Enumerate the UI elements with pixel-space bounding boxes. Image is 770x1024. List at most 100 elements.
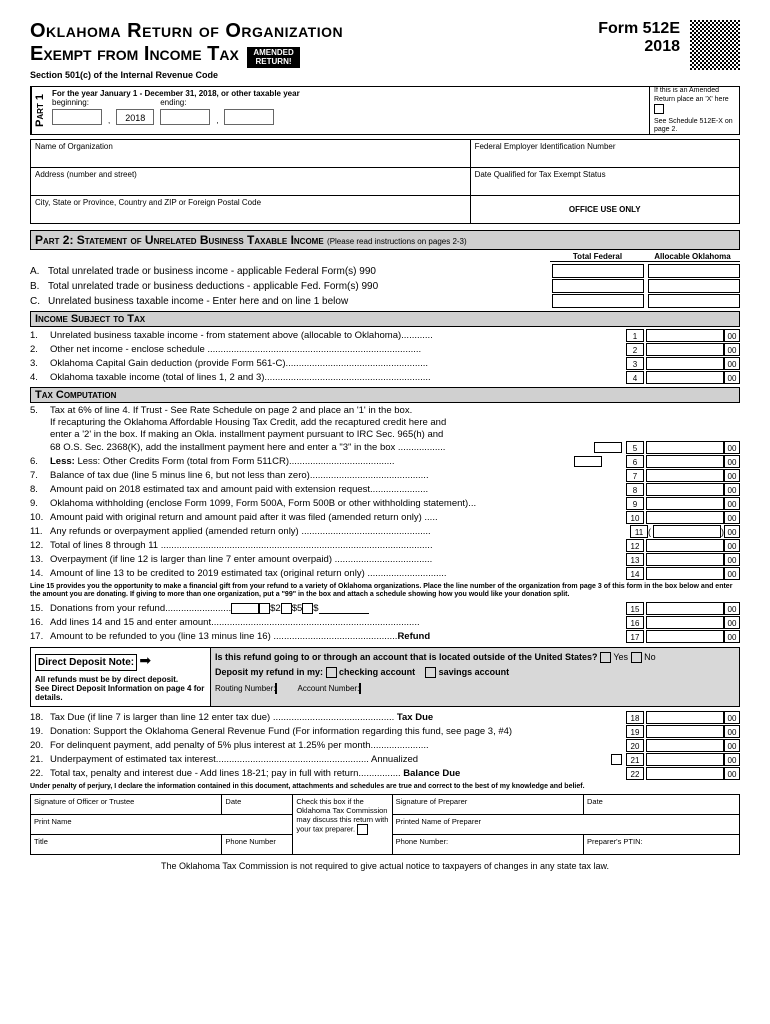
tax-computation-header: Tax Computation [30,387,740,403]
line-1-val[interactable] [646,329,724,342]
line-a: Total unrelated trade or business income… [48,266,552,277]
line-10-val[interactable] [646,511,724,524]
line-5-val[interactable] [646,441,724,454]
line-15-val[interactable] [646,602,724,615]
account-label: Account Number: [297,684,359,693]
line-14-val[interactable] [646,567,724,580]
office-use: OFFICE USE ONLY [470,196,739,224]
date-qualified-field[interactable]: Date Qualified for Tax Exempt Status [470,168,739,196]
routing-input[interactable] [275,683,277,694]
line-19-val[interactable] [646,725,724,738]
deposit-in: Deposit my refund in my: [215,667,323,677]
sig-preparer[interactable]: Signature of Preparer [392,795,583,815]
line-17-val[interactable] [646,630,724,643]
b-ok[interactable] [648,279,740,293]
signature-table: Signature of Officer or Trustee Date Che… [30,794,740,855]
line-7: Balance of tax due (line 5 minus line 6,… [50,470,622,481]
line-5b: If recapturing the Oklahoma Affordable H… [50,417,740,428]
yes-check[interactable] [600,652,611,663]
line-12: Total of lines 8 through 11 ............… [50,540,622,551]
checking-check[interactable] [326,667,337,678]
line-22-val[interactable] [646,767,724,780]
info-table: Name of OrganizationFederal Employer Ide… [30,139,740,224]
city-field[interactable]: City, State or Province, Country and ZIP… [31,196,471,224]
line-4: Oklahoma taxable income (total of lines … [50,372,622,383]
line-18: Tax Due (if line 7 is larger than line 1… [50,712,394,723]
account-input[interactable] [359,683,361,694]
b-fed[interactable] [552,279,644,293]
line-16-val[interactable] [646,616,724,629]
savings-check[interactable] [425,667,436,678]
line-21: Underpayment of estimated tax interest..… [50,754,611,765]
sig-phone[interactable]: Phone Number [222,835,293,855]
deposit-title: Direct Deposit Note: [35,654,137,671]
form-title-2: Exempt from Income Tax [30,43,239,66]
line-7-val[interactable] [646,469,724,482]
line-8-val[interactable] [646,483,724,496]
address-field[interactable]: Address (number and street) [31,168,471,196]
line-6-code[interactable] [574,456,602,467]
line-1: Unrelated business taxable income - from… [50,330,622,341]
line-2: Other net income - enclose schedule ....… [50,344,622,355]
discuss-check[interactable] [357,824,368,835]
line-5a: Tax at 6% of line 4. If Trust - See Rate… [50,405,740,416]
org-name-field[interactable]: Name of Organization [31,140,471,168]
line-6: Less: Other Credits Form (total from For… [77,456,394,467]
deposit-q: Is this refund going to or through an ac… [215,652,598,662]
c-fed[interactable] [552,294,644,308]
income-subject-header: Income Subject to Tax [30,311,740,327]
line-19: Donation: Support the Oklahoma General R… [50,726,622,737]
sig-officer[interactable]: Signature of Officer or Trustee [31,795,222,815]
line-5-code[interactable] [594,442,622,453]
a-fed[interactable] [552,264,644,278]
line-20-val[interactable] [646,739,724,752]
sig-date2[interactable]: Date [583,795,739,815]
line-5d: 68 O.S. Sec. 2368(K), add the installmen… [50,442,594,453]
sig-phone2[interactable]: Phone Number: [392,835,583,855]
line-21-val[interactable] [646,753,724,766]
ending-year-input[interactable] [224,109,274,125]
ending-label: ending: [160,98,210,107]
d5-check[interactable] [281,603,292,614]
printed-preparer[interactable]: Printed Name of Preparer [392,815,739,835]
sig-date1[interactable]: Date [222,795,293,815]
qr-code [690,20,740,70]
part1-label: Part 1 [31,87,48,134]
routing-label: Routing Number: [215,684,275,693]
donation-code[interactable] [231,603,259,614]
line-6-val[interactable] [646,455,724,468]
line-3-val[interactable] [646,357,724,370]
amend-note: If this is an Amended Return place an 'X… [649,87,739,134]
amended-badge: AMENDEDRETURN! [247,47,299,69]
a-ok[interactable] [648,264,740,278]
deposit-box: Direct Deposit Note: ➡ All refunds must … [30,647,740,707]
line-13-val[interactable] [646,553,724,566]
line-b: Total unrelated trade or business deduct… [48,281,552,292]
year-range: For the year January 1 - December 31, 20… [52,89,645,98]
line-2-val[interactable] [646,343,724,356]
annualized-check[interactable] [611,754,622,765]
line-20: For delinquent payment, add penalty of 5… [50,740,622,751]
beginning-input[interactable] [52,109,102,125]
d2-check[interactable] [259,603,270,614]
donation-amount[interactable] [319,603,369,614]
line-4-val[interactable] [646,371,724,384]
sig-title[interactable]: Title [31,835,222,855]
line-5c: enter a '2' in the box. If making an Okl… [50,429,740,440]
c-ok[interactable] [648,294,740,308]
footer-note: The Oklahoma Tax Commission is not requi… [30,861,740,871]
ending-input[interactable] [160,109,210,125]
sig-ptin[interactable]: Preparer's PTIN: [583,835,739,855]
line-9: Oklahoma withholding (enclose Form 1099,… [50,498,622,509]
line-12-val[interactable] [646,539,724,552]
no-check[interactable] [631,652,642,663]
line-9-val[interactable] [646,497,724,510]
line-13: Overpayment (if line 12 is larger than l… [50,554,622,565]
dblank-check[interactable] [302,603,313,614]
fein-field[interactable]: Federal Employer Identification Number [470,140,739,168]
line-18-val[interactable] [646,711,724,724]
line15-note: Line 15 provides you the opportunity to … [30,583,740,598]
amend-checkbox[interactable] [654,104,664,114]
line-11-val[interactable] [653,525,721,538]
print-name[interactable]: Print Name [31,815,293,835]
